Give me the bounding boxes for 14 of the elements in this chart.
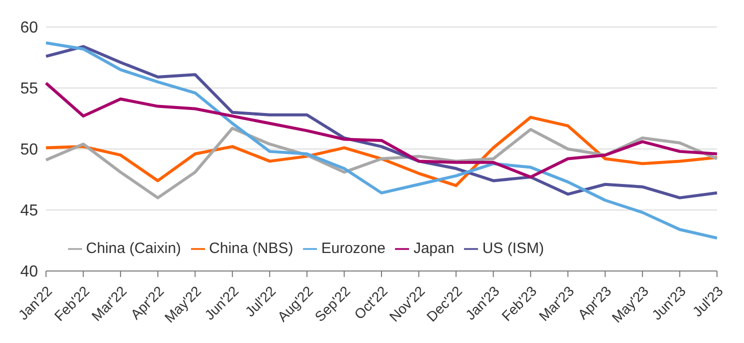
legend-label: China (Caixin) [86,240,182,257]
legend-label: US (ISM) [482,240,544,257]
line-series [44,45,718,200]
line-series [44,116,718,188]
line-series [44,41,718,240]
y-tick-label: 60 [20,20,38,37]
y-tick-label: 40 [20,264,38,281]
y-tick-label: 45 [20,202,38,220]
y-tick-label: 50 [20,142,38,159]
y-tick-label: 55 [20,80,38,98]
line-series [44,82,718,179]
legend-label: Eurozone [321,240,386,257]
legend-label: Japan [413,240,454,257]
legend-label: China (NBS) [209,240,294,257]
